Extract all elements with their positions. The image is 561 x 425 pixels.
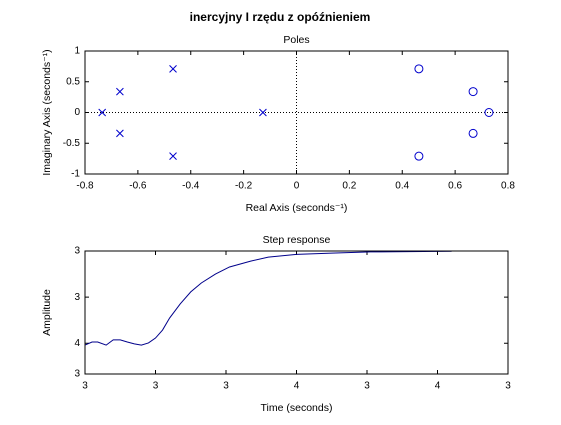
x-tick-label: 3	[82, 381, 88, 392]
y-tick-label: 3	[74, 292, 80, 303]
x-tick-label: 4	[294, 381, 300, 392]
x-tick-label: -0.6	[129, 181, 147, 192]
y-tick-label: 4	[74, 338, 80, 349]
y-tick-label: 1	[74, 46, 80, 57]
y-tick-label: 0.5	[66, 76, 80, 87]
x-tick-label: 4	[435, 381, 441, 392]
axes-frame	[84, 50, 509, 175]
x-axis-label: Real Axis (seconds⁻¹)	[246, 202, 348, 214]
y-tick-label: 3	[74, 246, 80, 257]
axes-title: Step response	[263, 234, 331, 246]
axes-background	[85, 251, 508, 374]
pole-marker	[116, 129, 124, 138]
x-tick-label: 0.8	[501, 181, 515, 192]
zero-marker	[414, 64, 424, 74]
x-tick-label: -0.4	[182, 181, 200, 192]
pole-marker	[116, 87, 124, 96]
x-tick-label: 3	[153, 381, 159, 392]
zero-marker	[484, 108, 494, 117]
figure-title: inercyjny I rzędu z opóźnieniem	[190, 10, 371, 24]
pole-marker	[169, 64, 177, 73]
zero-marker	[468, 128, 478, 138]
x-axis-label: Time (seconds)	[261, 402, 333, 414]
x-tick-label: 3	[364, 381, 370, 392]
x-tick-label: 3	[223, 381, 229, 392]
axes-frame	[84, 250, 509, 375]
pole-marker	[259, 108, 267, 117]
pole-marker	[98, 108, 107, 117]
zero-marker	[414, 151, 424, 161]
zero-marker	[468, 87, 478, 97]
y-axis-label: Imaginary Axis (seconds⁻¹)	[41, 49, 53, 175]
x-tick-label: 0.6	[448, 181, 462, 192]
pole-marker	[169, 152, 177, 161]
axes-title: Poles	[283, 34, 309, 46]
y-tick-label: -1	[71, 169, 80, 180]
x-tick-label: 0.4	[395, 181, 409, 192]
step-response-line	[84, 250, 452, 346]
y-tick-label: 3	[74, 369, 80, 380]
y-tick-label: 0	[74, 107, 80, 118]
x-tick-label: -0.8	[76, 181, 94, 192]
x-tick-label: -0.2	[235, 181, 253, 192]
y-axis-label: Amplitude	[41, 289, 53, 336]
x-tick-label: 0.2	[342, 181, 356, 192]
x-tick-label: 0	[294, 181, 300, 192]
y-tick-label: -0.5	[63, 138, 81, 149]
x-tick-label: 3	[505, 381, 511, 392]
